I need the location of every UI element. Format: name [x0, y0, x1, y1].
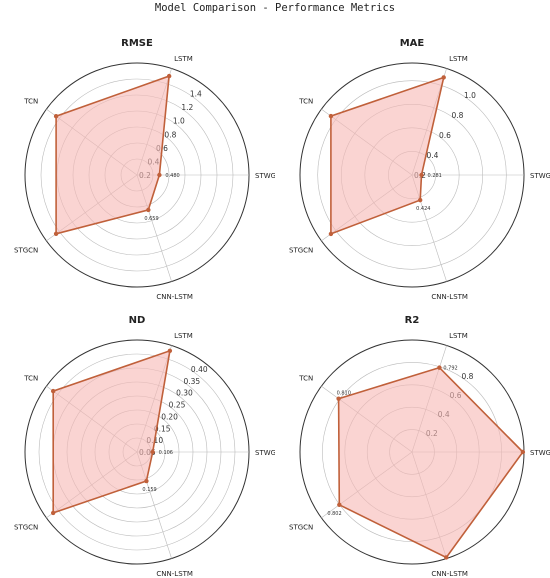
series-polygon: [330, 76, 445, 236]
chart-title: MAE: [400, 38, 425, 49]
chart-title: R2: [405, 315, 420, 326]
radial-tick-label: 1.0: [173, 117, 185, 126]
axis-label-stwgafn: STWGAFN: [255, 449, 275, 457]
axis-label-stwgafn: STWGAFN: [530, 449, 550, 457]
chart-title: ND: [129, 315, 146, 326]
point-value-label: 0.810: [337, 391, 351, 397]
point-value-label: 0.159: [142, 487, 156, 493]
axis-label-stgcn: STGCN: [289, 247, 313, 255]
radial-tick-label: 0.30: [176, 389, 193, 398]
data-point-tcn: [336, 396, 341, 401]
data-point-cnn-lstm: [444, 555, 449, 560]
axis-label-stwgafn: STWGAFN: [530, 172, 550, 180]
axis-label-lstm: LSTM: [449, 332, 468, 340]
axis-label-stwgafn: STWGAFN: [255, 172, 275, 180]
data-point-stwgafn: [419, 172, 424, 178]
radial-tick-label: 1.4: [190, 90, 202, 99]
data-point-stwgafn: [520, 449, 526, 455]
radial-tick-label: 0.35: [184, 377, 201, 386]
radial-tick-label: 0.40: [191, 365, 208, 374]
data-point-stwgafn: [157, 172, 162, 178]
axis-label-stgcn: STGCN: [14, 247, 38, 255]
axis-label-lstm: LSTM: [174, 55, 193, 63]
axis-label-cnn-lstm: CNN-LSTM: [156, 570, 193, 578]
page-title: Model Comparison - Performance Metrics: [154, 2, 396, 14]
chart-title: RMSE: [121, 38, 153, 49]
data-point-lstm: [441, 75, 446, 80]
axis-label-lstm: LSTM: [449, 55, 468, 63]
data-point-lstm: [437, 365, 442, 370]
point-value-label: 0.424: [416, 206, 430, 212]
radial-tick-label: 0.4: [426, 151, 438, 160]
data-point-stwgafn: [150, 449, 155, 455]
point-value-label: 0.659: [144, 216, 158, 222]
radial-tick-label: 1.0: [464, 91, 476, 100]
series-polygon: [337, 366, 524, 559]
radial-tick-label: 0.25: [169, 401, 186, 410]
axis-label-tcn: TCN: [23, 97, 38, 105]
radial-tick-label: 0.15: [154, 424, 171, 433]
data-point-stgcn: [53, 231, 59, 236]
data-point-lstm: [167, 348, 173, 354]
axis-label-tcn: TCN: [298, 374, 313, 382]
data-point-tcn: [50, 388, 56, 394]
radar-chart-rmse: RMSE0.20.40.60.81.01.21.40.4800.659STWGA…: [14, 38, 275, 301]
axis-label-cnn-lstm: CNN-LSTM: [431, 570, 468, 578]
data-point-stgcn: [328, 231, 334, 237]
point-value-label: 0.792: [443, 366, 457, 372]
data-point-cnn-lstm: [144, 478, 149, 484]
radar-chart-r2: R20.20.40.60.80.7920.8100.802STWGAFNLSTM…: [289, 315, 550, 578]
data-point-cnn-lstm: [146, 207, 151, 213]
axis-label-lstm: LSTM: [174, 332, 193, 340]
series-polygon: [52, 349, 171, 515]
radial-tick-label: 0.8: [164, 130, 176, 139]
point-value-label: 0.802: [327, 511, 341, 517]
radial-tick-label: 0.20: [161, 412, 178, 421]
axis-label-tcn: TCN: [23, 374, 38, 382]
data-point-tcn: [328, 113, 334, 119]
point-value-label: 0.480: [165, 173, 179, 179]
data-point-tcn: [53, 114, 59, 119]
axis-label-cnn-lstm: CNN-LSTM: [156, 293, 193, 301]
data-point-cnn-lstm: [417, 197, 423, 203]
series-polygon: [55, 74, 171, 235]
radar-chart-mae: MAE0.20.40.60.81.00.2810.424STWGAFNLSTMT…: [289, 38, 550, 301]
radial-tick-label: 1.2: [181, 103, 193, 112]
axis-label-stgcn: STGCN: [14, 524, 38, 532]
axis-label-cnn-lstm: CNN-LSTM: [431, 293, 468, 301]
radial-tick-label: 0.6: [439, 131, 451, 140]
data-point-stgcn: [337, 502, 342, 507]
radial-tick-label: 0.8: [461, 372, 473, 381]
axis-label-tcn: TCN: [298, 97, 313, 105]
data-point-lstm: [166, 73, 172, 79]
radial-tick-label: 0.8: [451, 111, 463, 120]
point-value-label: 0.106: [159, 450, 173, 456]
radar-chart-nd: ND0.050.100.150.200.250.300.350.400.1060…: [14, 315, 275, 578]
data-point-stgcn: [50, 510, 56, 516]
point-value-label: 0.281: [428, 173, 442, 179]
axis-label-stgcn: STGCN: [289, 524, 313, 532]
